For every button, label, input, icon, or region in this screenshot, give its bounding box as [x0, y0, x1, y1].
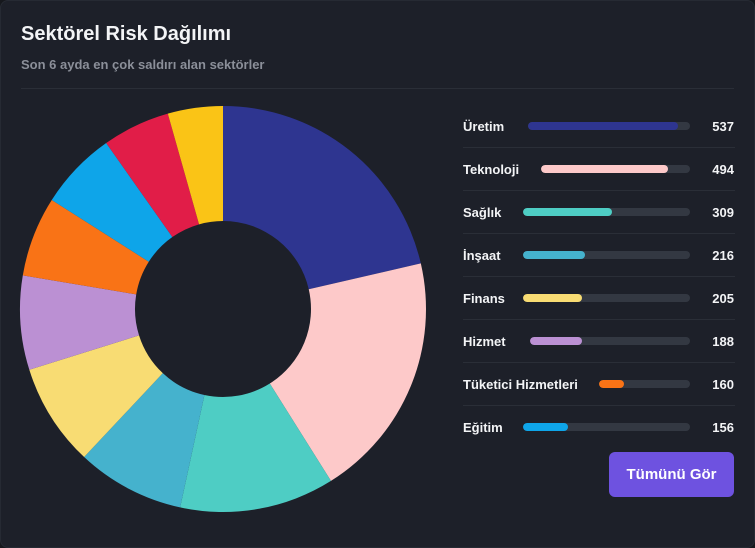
- legend-value: 188: [712, 334, 734, 349]
- legend-bar-track: [599, 380, 690, 388]
- legend-label: Finans: [463, 291, 505, 306]
- legend-bar-fill: [523, 208, 612, 216]
- card-title: Sektörel Risk Dağılımı: [21, 23, 232, 45]
- legend-value: 156: [712, 420, 734, 435]
- legend-bar-fill: [599, 380, 625, 388]
- legend-bar-track: [523, 423, 690, 431]
- legend-bar-track: [530, 337, 690, 345]
- legend-row[interactable]: Eğitim 156: [463, 406, 735, 449]
- slice-sağlık[interactable]: [180, 383, 331, 512]
- legend-value: 160: [712, 377, 734, 392]
- legend-bar-track: [528, 122, 690, 130]
- legend-bar-fill: [523, 251, 586, 259]
- legend-label: Üretim: [463, 119, 505, 134]
- legend-label: Sağlık: [463, 205, 502, 220]
- slice-9[interactable]: [106, 113, 200, 238]
- sector-legend: Üretim 537 Teknoloji 494 Sağlık 309 İnşaat 216 F…: [463, 105, 735, 449]
- slice-üretim[interactable]: [223, 106, 421, 290]
- legend-label: Eğitim: [463, 420, 503, 435]
- legend-row[interactable]: Hizmet 188: [463, 320, 735, 363]
- header-divider: [21, 88, 734, 89]
- legend-row[interactable]: İnşaat 216: [463, 234, 735, 277]
- legend-value: 537: [712, 119, 734, 134]
- legend-bar-fill: [523, 423, 568, 431]
- legend-bar-track: [541, 165, 690, 173]
- legend-label: Tüketici Hizmetleri: [463, 377, 578, 392]
- legend-row[interactable]: Tüketici Hizmetleri 160: [463, 363, 735, 406]
- donut-chart: [20, 106, 426, 512]
- legend-value: 309: [712, 205, 734, 220]
- slice-teknoloji[interactable]: [269, 263, 426, 481]
- slice-hizmet[interactable]: [20, 275, 140, 370]
- legend-bar-fill: [523, 294, 583, 302]
- legend-bar-track: [523, 251, 690, 259]
- legend-label: İnşaat: [463, 248, 501, 263]
- view-all-button[interactable]: Tümünü Gör: [609, 452, 734, 497]
- legend-row[interactable]: Finans 205: [463, 277, 735, 320]
- slice-finans[interactable]: [29, 335, 163, 458]
- slice-i̇nşaat[interactable]: [84, 373, 205, 508]
- legend-bar-track: [523, 208, 690, 216]
- slice-eğitim[interactable]: [51, 142, 173, 262]
- card-subtitle: Son 6 ayda en çok saldırı alan sektörler: [21, 57, 265, 72]
- legend-bar-track: [523, 294, 690, 302]
- legend-row[interactable]: Sağlık 309: [463, 191, 735, 234]
- slice-tüketici-hizmetleri[interactable]: [22, 199, 149, 295]
- legend-value: 205: [712, 291, 734, 306]
- legend-bar-fill: [541, 165, 668, 173]
- legend-row[interactable]: Üretim 537: [463, 105, 735, 148]
- legend-value: 216: [712, 248, 734, 263]
- legend-bar-fill: [530, 337, 582, 345]
- legend-label: Hizmet: [463, 334, 506, 349]
- legend-value: 494: [712, 162, 734, 177]
- slice-10[interactable]: [167, 106, 223, 225]
- legend-bar-fill: [528, 122, 678, 130]
- legend-label: Teknoloji: [463, 162, 520, 177]
- legend-row[interactable]: Teknoloji 494: [463, 148, 735, 191]
